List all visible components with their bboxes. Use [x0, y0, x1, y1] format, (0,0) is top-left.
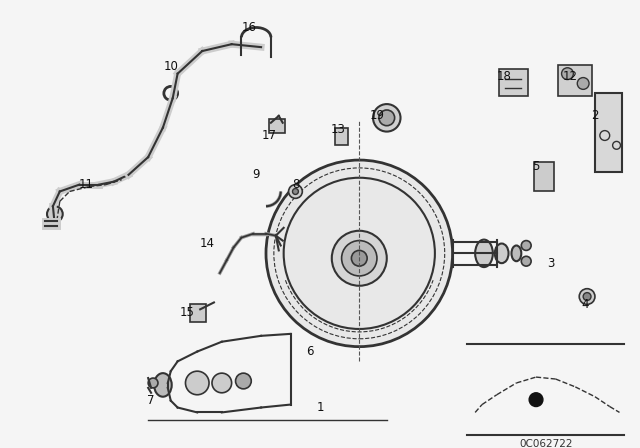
Text: 4: 4: [581, 298, 589, 311]
Text: 2: 2: [591, 109, 598, 122]
Text: 9: 9: [252, 168, 260, 181]
Text: 10: 10: [163, 60, 178, 73]
Ellipse shape: [511, 246, 522, 261]
Circle shape: [579, 289, 595, 304]
Circle shape: [292, 189, 298, 194]
Bar: [557, 65, 592, 96]
Text: 7: 7: [147, 394, 155, 407]
Text: 5: 5: [532, 160, 540, 173]
Text: 6: 6: [307, 345, 314, 358]
Text: 17: 17: [261, 129, 276, 142]
Bar: [190, 304, 206, 322]
Circle shape: [148, 378, 158, 388]
Text: 0C062722: 0C062722: [519, 439, 573, 448]
Circle shape: [289, 185, 302, 198]
Circle shape: [332, 231, 387, 286]
Circle shape: [351, 250, 367, 266]
Ellipse shape: [154, 373, 172, 397]
Circle shape: [522, 241, 531, 250]
Circle shape: [379, 110, 395, 126]
Circle shape: [373, 104, 401, 132]
Text: 15: 15: [180, 306, 195, 319]
Circle shape: [266, 160, 452, 347]
Bar: [269, 119, 285, 133]
Circle shape: [236, 373, 252, 389]
Circle shape: [583, 293, 591, 301]
Text: 3: 3: [547, 257, 554, 270]
Text: 12: 12: [563, 70, 578, 83]
Text: 14: 14: [200, 237, 214, 250]
Circle shape: [342, 241, 377, 276]
Circle shape: [186, 371, 209, 395]
Text: 1: 1: [316, 401, 324, 414]
Circle shape: [212, 373, 232, 393]
Bar: [335, 128, 348, 145]
Text: 19: 19: [369, 109, 385, 122]
Text: 11: 11: [79, 178, 94, 191]
Ellipse shape: [475, 240, 493, 267]
Bar: [595, 93, 623, 172]
Bar: [534, 162, 554, 191]
Circle shape: [529, 393, 543, 406]
Circle shape: [47, 206, 63, 222]
Text: 8: 8: [292, 178, 299, 191]
Text: 13: 13: [330, 123, 345, 136]
Circle shape: [561, 68, 573, 80]
Text: 18: 18: [497, 70, 512, 83]
Ellipse shape: [495, 244, 509, 263]
Circle shape: [522, 256, 531, 266]
Text: 16: 16: [242, 21, 257, 34]
Bar: [499, 69, 528, 96]
Circle shape: [577, 78, 589, 89]
